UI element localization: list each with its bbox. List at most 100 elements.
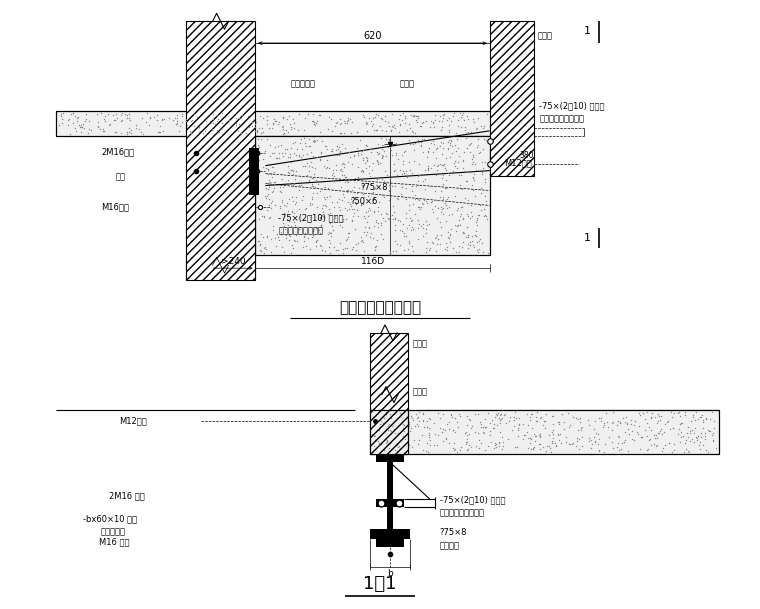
Point: [331, 166, 343, 175]
Point: [299, 161, 311, 171]
Point: [448, 191, 461, 201]
Text: 悬挑梁: 悬挑梁: [413, 387, 428, 396]
Point: [277, 182, 289, 192]
Point: [473, 234, 486, 244]
Point: [143, 120, 155, 130]
Point: [391, 440, 403, 449]
Point: [470, 217, 483, 227]
Point: [650, 442, 662, 451]
Point: [443, 202, 455, 212]
Point: [426, 204, 438, 214]
Point: [382, 195, 394, 205]
Point: [384, 173, 396, 183]
Point: [642, 444, 654, 454]
Point: [617, 413, 629, 423]
Point: [600, 408, 613, 418]
Point: [367, 187, 379, 197]
Point: [474, 188, 486, 197]
Point: [458, 122, 470, 132]
Point: [306, 181, 318, 191]
Point: [361, 217, 373, 227]
Point: [188, 121, 200, 131]
Point: [136, 113, 148, 122]
Text: -75×(2～10) 钢板楔: -75×(2～10) 钢板楔: [440, 495, 505, 504]
Point: [461, 445, 473, 455]
Bar: [489, 21, 534, 175]
Point: [391, 446, 403, 456]
Point: [518, 430, 530, 440]
Point: [467, 152, 480, 162]
Point: [583, 420, 595, 429]
Point: [376, 114, 388, 124]
Point: [375, 432, 388, 442]
Point: [332, 144, 344, 154]
Point: [479, 177, 491, 187]
Point: [322, 125, 334, 135]
Point: [397, 182, 409, 192]
Point: [364, 205, 376, 214]
Point: [287, 138, 299, 148]
Point: [268, 142, 280, 152]
Point: [495, 414, 507, 424]
Point: [530, 412, 543, 421]
Point: [480, 423, 492, 432]
Point: [466, 154, 478, 164]
Point: [357, 198, 369, 208]
Point: [437, 171, 449, 180]
Point: [363, 113, 375, 123]
Point: [458, 214, 470, 224]
Point: [508, 421, 520, 431]
Point: [351, 127, 363, 137]
Point: [278, 247, 290, 256]
Point: [359, 208, 372, 217]
Point: [428, 440, 440, 449]
Point: [431, 230, 443, 239]
Point: [372, 437, 385, 446]
Point: [482, 248, 494, 258]
Point: [495, 409, 507, 418]
Point: [318, 141, 331, 150]
Point: [500, 418, 512, 428]
Point: [464, 415, 476, 425]
Point: [388, 181, 401, 191]
Point: [192, 113, 204, 122]
Point: [391, 439, 404, 449]
Point: [497, 437, 509, 447]
Point: [651, 409, 663, 418]
Point: [475, 420, 487, 429]
Point: [678, 447, 690, 457]
Point: [403, 421, 415, 431]
Point: [673, 420, 686, 429]
Point: [125, 125, 137, 135]
Point: [273, 235, 285, 245]
Point: [363, 161, 375, 171]
Point: [384, 181, 396, 191]
Point: [277, 124, 290, 134]
Point: [619, 427, 632, 437]
Point: [275, 187, 287, 197]
Point: [397, 424, 409, 434]
Point: [269, 116, 281, 126]
Point: [602, 423, 614, 432]
Point: [454, 220, 467, 230]
Point: [603, 432, 615, 442]
Point: [249, 127, 261, 136]
Point: [330, 119, 342, 128]
Point: [261, 119, 273, 129]
Point: [635, 410, 647, 420]
Point: [466, 211, 478, 220]
Point: [651, 440, 663, 450]
Point: [308, 137, 320, 147]
Point: [340, 235, 353, 245]
Point: [695, 428, 708, 437]
Point: [382, 446, 394, 456]
Point: [367, 184, 379, 194]
Point: [675, 428, 687, 437]
Point: [153, 127, 165, 137]
Point: [357, 167, 369, 177]
Point: [272, 141, 284, 151]
Point: [450, 226, 462, 236]
Point: [414, 141, 426, 150]
Point: [384, 426, 396, 435]
Point: [277, 112, 289, 122]
